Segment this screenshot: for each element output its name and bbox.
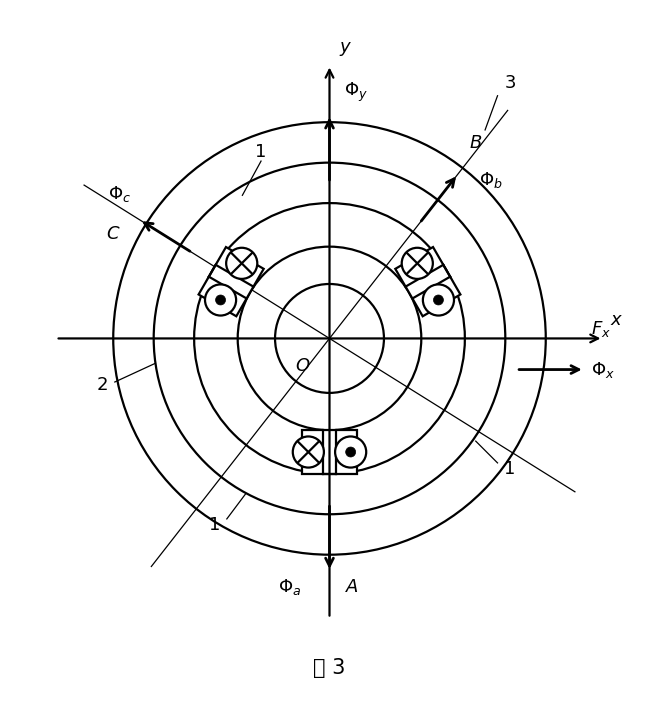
Text: $\mathit{\Phi}_b$: $\mathit{\Phi}_b$ — [479, 170, 503, 190]
Circle shape — [293, 436, 324, 467]
Text: $\mathit{\Phi}_c$: $\mathit{\Phi}_c$ — [108, 184, 131, 204]
Text: $\mathit{\Phi}_a$: $\mathit{\Phi}_a$ — [278, 577, 302, 598]
Polygon shape — [395, 247, 461, 316]
Text: $y$: $y$ — [339, 40, 352, 58]
Text: 图 3: 图 3 — [313, 658, 346, 678]
Circle shape — [335, 436, 366, 467]
Text: 1: 1 — [255, 143, 267, 161]
Text: $\mathit{\Phi}_x$: $\mathit{\Phi}_x$ — [591, 360, 615, 379]
Circle shape — [423, 285, 454, 316]
Circle shape — [434, 295, 444, 305]
Polygon shape — [198, 247, 264, 316]
Circle shape — [226, 248, 257, 279]
Circle shape — [205, 285, 236, 316]
Text: 3: 3 — [504, 74, 516, 92]
Polygon shape — [302, 430, 357, 474]
Text: 1: 1 — [209, 516, 220, 534]
Circle shape — [346, 447, 356, 457]
Circle shape — [215, 295, 225, 305]
Circle shape — [402, 248, 433, 279]
Text: $B$: $B$ — [469, 134, 482, 152]
Text: $C$: $C$ — [106, 225, 121, 244]
Text: $A$: $A$ — [345, 578, 359, 596]
Text: 2: 2 — [97, 376, 108, 394]
Text: $x$: $x$ — [610, 311, 623, 329]
Text: $F_x$: $F_x$ — [591, 319, 611, 339]
Text: 1: 1 — [504, 460, 515, 478]
Text: $O$: $O$ — [295, 357, 311, 375]
Text: $\mathit{\Phi}_y$: $\mathit{\Phi}_y$ — [343, 81, 368, 104]
